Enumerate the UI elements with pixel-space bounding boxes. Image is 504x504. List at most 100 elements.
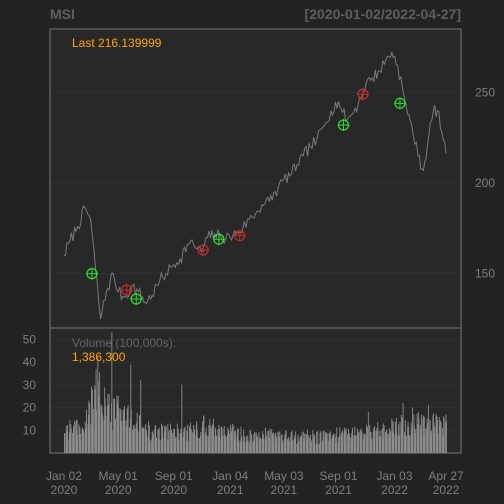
- volume-bar: [315, 431, 317, 453]
- volume-bar: [133, 424, 135, 453]
- volume-bar: [262, 431, 264, 453]
- volume-bar: [392, 421, 394, 453]
- volume-bar: [418, 412, 419, 453]
- volume-bar: [130, 409, 132, 453]
- x-tick-label-line: 2020: [160, 483, 187, 497]
- date-range-label: [2020-01-02/2022-04-27]: [305, 6, 461, 22]
- volume-bar: [303, 441, 305, 453]
- x-tick-label-line: 2021: [325, 483, 352, 497]
- volume-bar: [250, 434, 252, 453]
- volume-bar: [165, 426, 167, 453]
- volume-bar: [423, 416, 425, 453]
- volume-bar: [282, 440, 283, 453]
- volume-bar: [414, 432, 416, 453]
- volume-bar: [376, 437, 378, 453]
- volume-bar: [142, 428, 144, 453]
- volume-bar: [382, 423, 384, 453]
- volume-bar: [276, 436, 278, 453]
- volume-bar: [275, 441, 277, 453]
- volume-bar: [320, 444, 321, 453]
- volume-bar: [396, 433, 398, 453]
- volume-bar: [147, 421, 149, 453]
- volume-bar: [265, 435, 267, 453]
- volume-bar: [264, 427, 266, 453]
- volume-bar: [227, 434, 228, 453]
- volume-bar: [336, 427, 338, 453]
- volume-bar: [206, 435, 208, 453]
- volume-bar: [170, 423, 172, 453]
- volume-bar: [143, 428, 145, 453]
- volume-bar: [408, 434, 410, 453]
- volume-bar: [361, 431, 363, 453]
- volume-bar: [332, 439, 334, 453]
- volume-label: Volume (100,000s):: [72, 336, 176, 350]
- volume-bar: [163, 432, 165, 453]
- volume-bar: [105, 416, 107, 453]
- volume-bar: [352, 427, 353, 453]
- volume-bar: [108, 393, 110, 453]
- volume-bar: [126, 408, 128, 453]
- volume-bar: [326, 432, 328, 453]
- volume-bar: [118, 408, 120, 453]
- volume-bar: [314, 435, 316, 453]
- price-series-line: [63, 50, 447, 320]
- volume-bar: [317, 431, 319, 453]
- volume-bar: [159, 439, 161, 453]
- volume-bar: [334, 434, 336, 453]
- volume-bar: [288, 441, 290, 453]
- buy-signal-marker: [130, 293, 143, 306]
- volume-bar: [366, 425, 367, 453]
- volume-bar: [431, 430, 432, 453]
- x-tick-label-line: 2022: [381, 483, 408, 497]
- volume-bar: [190, 429, 192, 453]
- volume-bar: [178, 440, 180, 453]
- volume-bar: [374, 425, 376, 453]
- volume-bar: [69, 420, 71, 453]
- volume-bar: [174, 429, 176, 453]
- volume-bar: [391, 418, 393, 453]
- volume-bar: [113, 407, 115, 453]
- volume-bar: [94, 389, 96, 453]
- volume-bar: [137, 429, 139, 453]
- volume-bar: [243, 429, 245, 453]
- volume-bar: [386, 429, 388, 453]
- volume-bar: [185, 440, 187, 453]
- volume-bar: [278, 432, 279, 453]
- volume-bar: [132, 429, 134, 453]
- volume-bar: [156, 437, 158, 453]
- volume-bar: [212, 424, 213, 453]
- volume-bar: [70, 428, 72, 453]
- price-y-tick-label: 200: [475, 176, 495, 190]
- volume-bar: [92, 390, 93, 453]
- price-panel-frame: [49, 28, 462, 329]
- volume-bar: [218, 424, 220, 453]
- volume-bar: [354, 426, 356, 453]
- volume-bar: [146, 430, 148, 453]
- volume-bar: [222, 428, 224, 453]
- volume-bar: [355, 434, 357, 453]
- volume-bar: [250, 440, 252, 453]
- volume-bar: [341, 432, 343, 453]
- volume-bar: [254, 432, 255, 453]
- volume-bar: [292, 440, 293, 453]
- volume-bar: [385, 438, 387, 453]
- volume-bar: [338, 437, 340, 453]
- volume-bar: [353, 435, 355, 453]
- last-price-label: Last 216.139999: [72, 36, 162, 50]
- volume-bar: [246, 441, 248, 453]
- volume-panel: 10 20 30 40 50 Volume (100,000s): 1,386,300: [23, 327, 462, 454]
- volume-bar: [412, 407, 414, 453]
- volume-bar: [195, 434, 197, 453]
- volume-bar: [65, 425, 67, 453]
- volume-bar: [322, 441, 324, 453]
- volume-bar: [321, 440, 323, 453]
- volume-bar: [111, 430, 113, 453]
- volume-bar: [367, 412, 369, 453]
- volume-bar: [345, 428, 347, 453]
- volume-bars: [64, 332, 447, 453]
- volume-bar: [259, 437, 261, 453]
- volume-bar: [310, 441, 312, 453]
- volume-bar: [122, 410, 124, 453]
- volume-bar: [259, 441, 261, 453]
- volume-bar: [378, 430, 380, 453]
